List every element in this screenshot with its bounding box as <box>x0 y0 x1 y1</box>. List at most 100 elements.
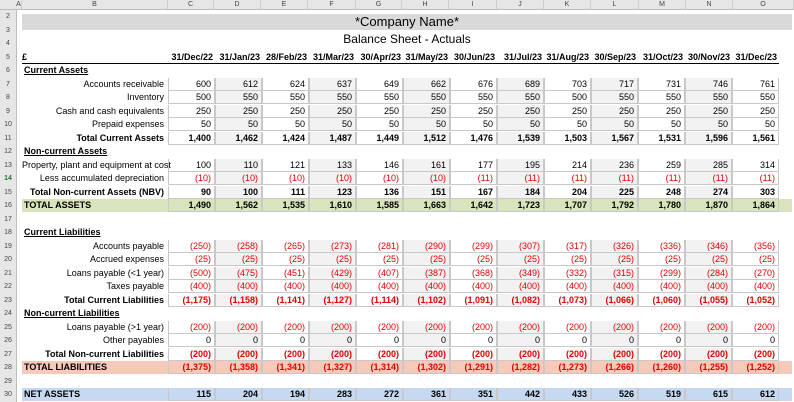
value-cell: 0 <box>356 334 403 347</box>
column-header-c[interactable]: C <box>168 0 214 9</box>
value-cell: (11) <box>544 172 591 185</box>
value-cell: 177 <box>450 158 497 172</box>
value-cell: (25) <box>638 253 685 266</box>
row-number-23[interactable]: 23 <box>4 296 12 304</box>
row-number-30[interactable]: 30 <box>4 391 12 398</box>
row-label: TOTAL LIABILITIES <box>24 362 107 372</box>
value-cell: 250 <box>403 104 450 118</box>
value-cell: 115 <box>168 388 215 401</box>
value-cell: 1,663 <box>403 199 450 212</box>
value-cell: 248 <box>638 185 685 199</box>
row-number-21[interactable]: 21 <box>4 269 12 277</box>
row-number-7[interactable]: 7 <box>6 80 10 88</box>
value-cell: 285 <box>685 158 732 172</box>
value-cell: (200) <box>638 320 685 334</box>
row-number-25[interactable]: 25 <box>4 323 12 331</box>
currency-label: £ <box>22 51 168 64</box>
column-header-l[interactable]: L <box>591 0 639 9</box>
value-cell: (299) <box>638 266 685 280</box>
value-cell: 0 <box>403 334 450 347</box>
value-cell: 703 <box>544 77 591 91</box>
value-cell: 184 <box>497 185 544 199</box>
value-cell: 550 <box>450 91 497 104</box>
row-number-22[interactable]: 22 <box>4 283 12 290</box>
row-number-13[interactable]: 13 <box>4 161 12 169</box>
value-cell: (315) <box>591 266 638 280</box>
row-number-3[interactable]: 3 <box>6 26 10 34</box>
value-cell: 1,512 <box>403 131 450 145</box>
value-cell: (11) <box>685 172 732 185</box>
row-number-20[interactable]: 20 <box>4 256 12 263</box>
column-header-a[interactable]: A <box>16 0 22 9</box>
row-number-15[interactable]: 15 <box>4 188 12 196</box>
value-cell: (200) <box>497 347 544 361</box>
row-number-2[interactable]: 2 <box>6 13 10 20</box>
row-number-8[interactable]: 8 <box>6 94 10 101</box>
row-number-28[interactable]: 28 <box>4 364 12 371</box>
value-cell: (1,266) <box>591 361 638 374</box>
value-cell: 50 <box>497 118 544 131</box>
value-cell: 259 <box>638 158 685 172</box>
row-number-14[interactable]: 14 <box>4 175 12 182</box>
value-cell: 314 <box>732 158 779 172</box>
column-header-b[interactable]: B <box>22 0 168 9</box>
value-cell: 717 <box>591 77 638 91</box>
column-header-n[interactable]: N <box>686 0 733 9</box>
column-header-g[interactable]: G <box>356 0 402 9</box>
row-number-11[interactable]: 11 <box>4 134 12 142</box>
value-cell: (332) <box>544 266 591 280</box>
value-cell: 50 <box>638 118 685 131</box>
value-cell: (400) <box>685 280 732 293</box>
value-cell: 0 <box>215 334 262 347</box>
row-number-4[interactable]: 4 <box>6 40 10 47</box>
value-cell: (25) <box>497 253 544 266</box>
value-cell: (400) <box>638 280 685 293</box>
row-number-12[interactable]: 12 <box>4 148 12 155</box>
row-label: Less accumulated depreciation <box>39 173 164 183</box>
value-cell: 50 <box>591 118 638 131</box>
value-cell: 500 <box>544 91 591 104</box>
section-heading-current-liabilities: Current Liabilities <box>24 227 101 237</box>
row-label: Other payables <box>102 335 164 345</box>
value-cell: (10) <box>309 172 356 185</box>
row-label: Cash and cash equivalents <box>55 105 164 116</box>
value-cell: 1,792 <box>591 199 638 212</box>
value-cell: (284) <box>685 266 732 280</box>
row-number-27[interactable]: 27 <box>4 350 12 358</box>
column-header-d[interactable]: D <box>214 0 261 9</box>
value-cell: (10) <box>356 172 403 185</box>
value-cell: (1,375) <box>168 361 215 374</box>
row-number-9[interactable]: 9 <box>6 107 10 115</box>
row-number-17[interactable]: 17 <box>4 215 12 223</box>
row-number-10[interactable]: 10 <box>4 121 12 128</box>
row-number-16[interactable]: 16 <box>4 202 12 209</box>
value-cell: (1,127) <box>309 293 356 307</box>
row-label: Accrued expenses <box>89 254 164 264</box>
value-cell: 1,870 <box>685 199 732 212</box>
row-number-18[interactable]: 18 <box>4 229 12 236</box>
row-number-6[interactable]: 6 <box>6 67 10 74</box>
row-number-29[interactable]: 29 <box>4 377 12 385</box>
value-cell: (1,082) <box>497 293 544 307</box>
value-cell: (25) <box>215 253 262 266</box>
value-cell: (1,314) <box>356 361 403 374</box>
column-header-i[interactable]: I <box>449 0 497 9</box>
date-header: 31/Mar/23 <box>309 51 356 64</box>
row-number-26[interactable]: 26 <box>4 337 12 344</box>
value-cell: 550 <box>591 91 638 104</box>
column-header-k[interactable]: K <box>544 0 591 9</box>
row-number-24[interactable]: 24 <box>4 310 12 317</box>
column-header-e[interactable]: E <box>261 0 308 9</box>
column-header-f[interactable]: F <box>308 0 356 9</box>
column-header-j[interactable]: J <box>497 0 544 9</box>
column-header-o[interactable]: O <box>733 0 794 9</box>
row-number-19[interactable]: 19 <box>4 242 12 250</box>
column-header-m[interactable]: M <box>639 0 686 9</box>
value-cell: (400) <box>450 280 497 293</box>
value-cell: 1,490 <box>168 199 215 212</box>
column-header-h[interactable]: H <box>402 0 449 9</box>
value-cell: 50 <box>544 118 591 131</box>
row-number-5[interactable]: 5 <box>6 53 10 61</box>
value-cell: 0 <box>591 334 638 347</box>
date-header: 28/Feb/23 <box>262 51 309 64</box>
